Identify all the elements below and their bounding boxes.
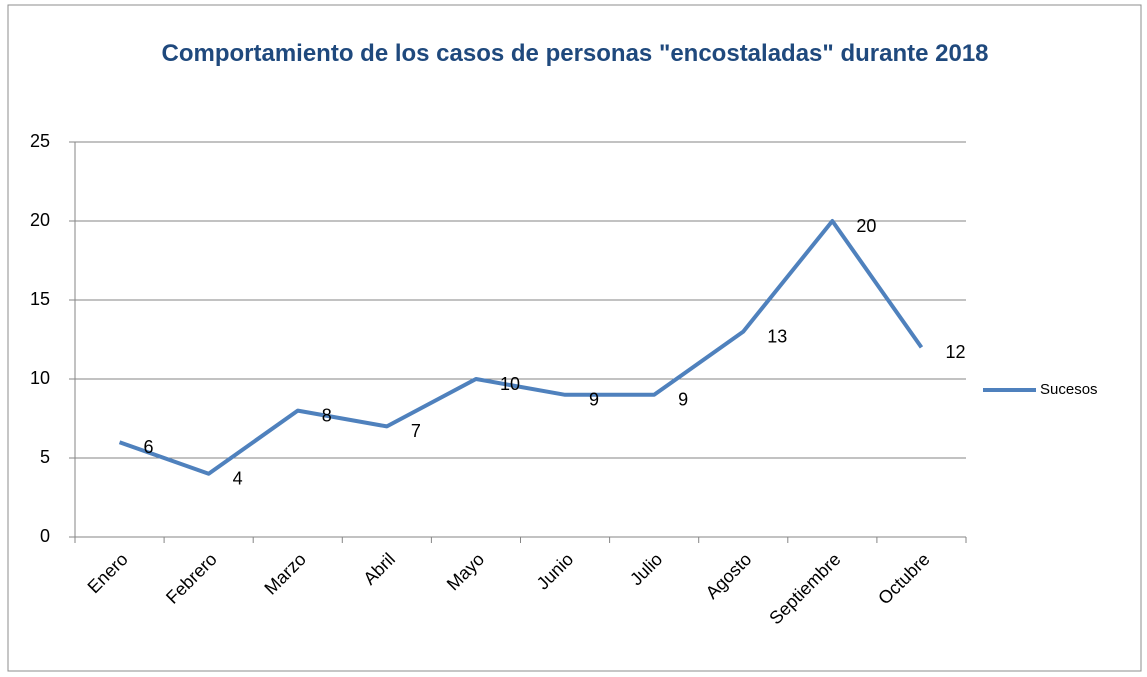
data-label: 12 [945, 342, 965, 362]
data-label: 13 [767, 326, 787, 346]
data-label: 20 [856, 216, 876, 236]
data-label: 8 [322, 405, 332, 425]
line [118, 219, 924, 476]
data-label: 6 [144, 437, 154, 457]
data-label: 4 [233, 469, 243, 489]
chart-title: Comportamiento de los casos de personas … [161, 40, 989, 67]
y-tick-label: 25 [30, 131, 50, 151]
y-tick-label: 20 [30, 210, 50, 230]
data-label: 9 [678, 390, 688, 410]
y-tick-label: 5 [40, 447, 50, 467]
chart-border [7, 4, 1142, 672]
y-tick-label: 15 [30, 289, 50, 309]
y-tick-label: 10 [30, 368, 50, 388]
data-label: 7 [411, 421, 421, 441]
data-label: 10 [500, 374, 520, 394]
y-tick-label: 0 [40, 526, 50, 546]
data-label: 9 [589, 390, 599, 410]
legend-label: Sucesos [1040, 381, 1098, 398]
